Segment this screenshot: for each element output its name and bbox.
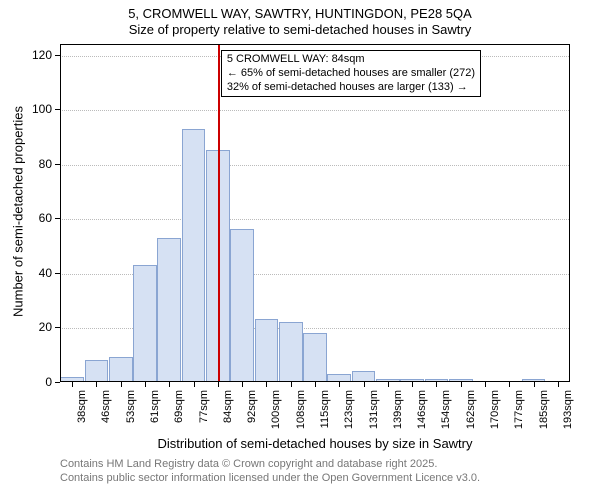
x-tick-label: 170sqm bbox=[489, 390, 501, 440]
annotation-line-3: 32% of semi-detached houses are larger (… bbox=[227, 81, 475, 95]
x-tick-mark bbox=[534, 382, 535, 387]
y-tick-label: 20 bbox=[24, 320, 52, 334]
x-tick-mark bbox=[145, 382, 146, 387]
reference-line bbox=[218, 45, 220, 382]
x-tick-label: 69sqm bbox=[173, 390, 185, 440]
y-tick-mark bbox=[55, 273, 60, 274]
x-tick-label: 154sqm bbox=[440, 390, 452, 440]
chart-title: 5, CROMWELL WAY, SAWTRY, HUNTINGDON, PE2… bbox=[0, 0, 600, 22]
x-tick-mark bbox=[96, 382, 97, 387]
x-tick-mark bbox=[412, 382, 413, 387]
x-tick-label: 108sqm bbox=[295, 390, 307, 440]
x-tick-mark bbox=[242, 382, 243, 387]
x-tick-mark bbox=[461, 382, 462, 387]
x-tick-label: 115sqm bbox=[319, 390, 331, 440]
x-tick-mark bbox=[194, 382, 195, 387]
x-tick-mark bbox=[266, 382, 267, 387]
y-tick-mark bbox=[55, 109, 60, 110]
x-axis-label: Distribution of semi-detached houses by … bbox=[60, 436, 570, 451]
x-tick-mark bbox=[485, 382, 486, 387]
x-tick-label: 53sqm bbox=[125, 390, 137, 440]
x-tick-mark bbox=[339, 382, 340, 387]
footer-attribution: Contains HM Land Registry data © Crown c… bbox=[60, 458, 480, 486]
x-tick-label: 84sqm bbox=[222, 390, 234, 440]
x-tick-label: 46sqm bbox=[100, 390, 112, 440]
annotation-box: 5 CROMWELL WAY: 84sqm ← 65% of semi-deta… bbox=[221, 50, 481, 97]
y-tick-mark bbox=[55, 55, 60, 56]
annotation-line-2: ← 65% of semi-detached houses are smalle… bbox=[227, 67, 475, 81]
footer-line-1: Contains HM Land Registry data © Crown c… bbox=[60, 458, 480, 472]
y-axis-line bbox=[60, 45, 61, 382]
x-tick-label: 100sqm bbox=[270, 390, 282, 440]
x-tick-label: 61sqm bbox=[149, 390, 161, 440]
y-tick-label: 80 bbox=[24, 157, 52, 171]
y-tick-mark bbox=[55, 218, 60, 219]
y-tick-label: 40 bbox=[24, 266, 52, 280]
x-tick-mark bbox=[218, 382, 219, 387]
y-tick-mark bbox=[55, 382, 60, 383]
x-tick-label: 38sqm bbox=[76, 390, 88, 440]
x-tick-mark bbox=[315, 382, 316, 387]
x-tick-mark bbox=[509, 382, 510, 387]
x-tick-mark bbox=[169, 382, 170, 387]
y-tick-mark bbox=[55, 327, 60, 328]
x-tick-mark bbox=[291, 382, 292, 387]
x-tick-label: 131sqm bbox=[368, 390, 380, 440]
x-tick-label: 185sqm bbox=[538, 390, 550, 440]
x-tick-label: 193sqm bbox=[562, 390, 574, 440]
y-tick-mark bbox=[55, 164, 60, 165]
chart-container: 5, CROMWELL WAY, SAWTRY, HUNTINGDON, PE2… bbox=[0, 0, 600, 500]
footer-line-2: Contains public sector information licen… bbox=[60, 472, 480, 486]
y-tick-label: 60 bbox=[24, 211, 52, 225]
x-tick-label: 162sqm bbox=[465, 390, 477, 440]
x-tick-label: 77sqm bbox=[198, 390, 210, 440]
x-tick-mark bbox=[72, 382, 73, 387]
x-tick-label: 123sqm bbox=[343, 390, 355, 440]
x-tick-mark bbox=[436, 382, 437, 387]
x-tick-label: 92sqm bbox=[246, 390, 258, 440]
y-tick-label: 100 bbox=[24, 102, 52, 116]
x-tick-label: 139sqm bbox=[392, 390, 404, 440]
x-tick-label: 177sqm bbox=[513, 390, 525, 440]
chart-subtitle: Size of property relative to semi-detach… bbox=[0, 22, 600, 37]
x-tick-mark bbox=[121, 382, 122, 387]
annotation-line-1: 5 CROMWELL WAY: 84sqm bbox=[227, 53, 475, 67]
x-tick-mark bbox=[388, 382, 389, 387]
x-tick-label: 146sqm bbox=[416, 390, 428, 440]
x-tick-mark bbox=[364, 382, 365, 387]
y-tick-label: 120 bbox=[24, 48, 52, 62]
y-tick-label: 0 bbox=[24, 375, 52, 389]
x-tick-mark bbox=[558, 382, 559, 387]
